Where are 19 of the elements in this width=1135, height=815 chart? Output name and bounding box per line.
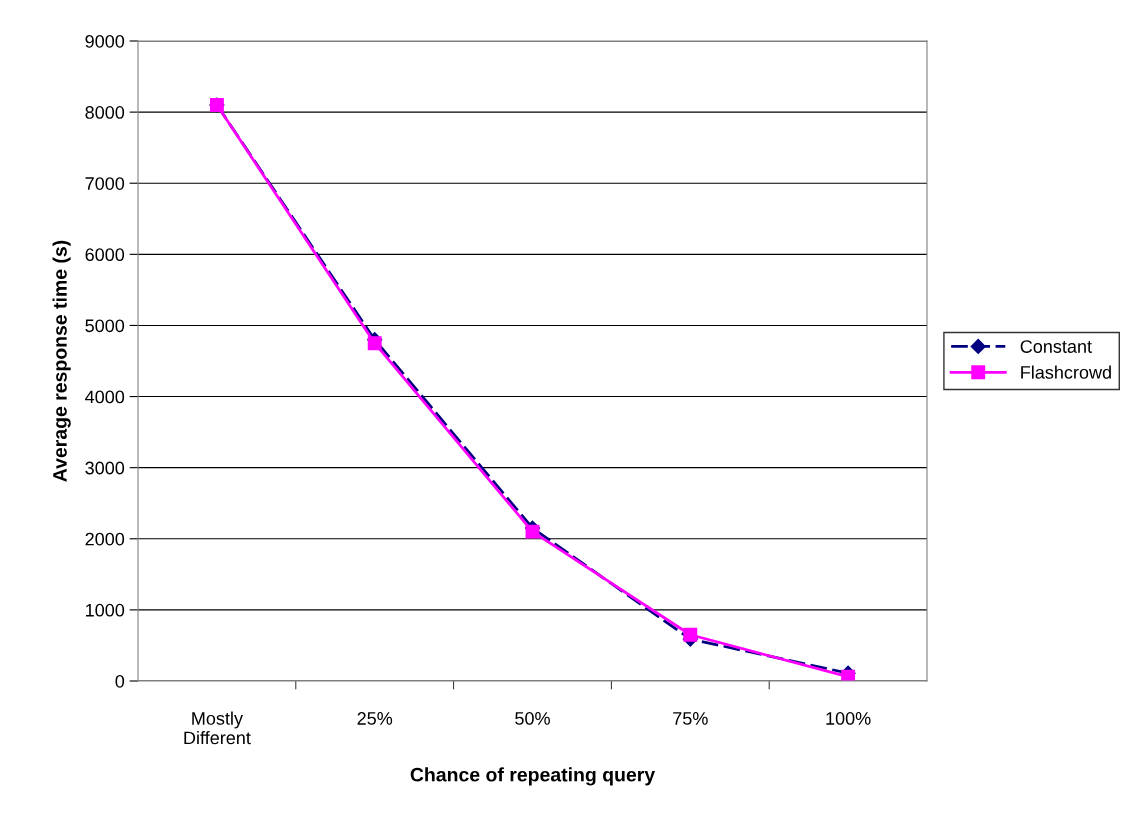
y-tick-label: 2000 — [85, 532, 125, 546]
x-tick-label: 50% — [515, 712, 550, 725]
y-tick-label: 9000 — [85, 34, 125, 48]
y-tick-label: 6000 — [85, 248, 125, 262]
x-tick-label: 100% — [826, 712, 871, 725]
y-tick-label: 5000 — [85, 319, 125, 333]
x-tick-label: 25% — [357, 712, 393, 725]
x-axis-title: Chance of repeating query — [410, 767, 656, 786]
y-tick-label: 1000 — [86, 603, 125, 617]
y-tick-label: 0 — [115, 674, 125, 688]
y-tick-label: 4000 — [85, 390, 125, 404]
y-tick-label: 7000 — [85, 177, 125, 190]
y-tick-label: 3000 — [85, 461, 125, 475]
legend-label: Constant — [1020, 340, 1092, 353]
y-axis-title: Average response time (s) — [52, 240, 71, 482]
legend-label: Flashcrowd — [1021, 365, 1111, 379]
y-tick-label: 8000 — [85, 106, 125, 119]
x-tick-label: Mostly Different — [184, 711, 251, 745]
x-tick-label: 75% — [673, 712, 708, 725]
